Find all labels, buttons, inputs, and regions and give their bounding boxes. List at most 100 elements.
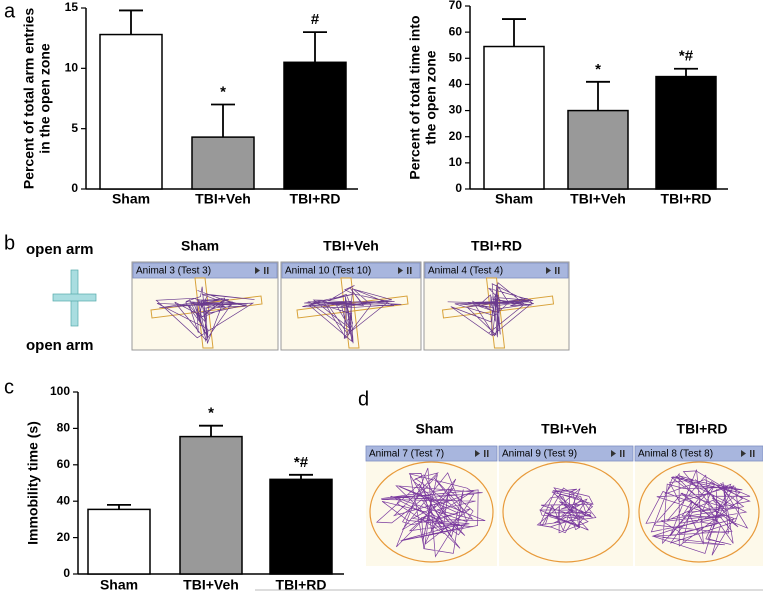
pause-icon [264, 267, 266, 274]
maze-icon [52, 269, 97, 327]
play-icon [611, 450, 616, 457]
pause-icon [753, 450, 755, 457]
x-tick-label: TBI+RD [661, 191, 712, 207]
play-icon [741, 450, 746, 457]
play-icon [398, 267, 403, 274]
bar [179, 435, 243, 575]
y-tick-label: 50 [449, 50, 463, 64]
significance-label: # [311, 11, 320, 28]
track-path [302, 285, 402, 344]
track-title: Animal 3 (Test 3) [136, 266, 211, 277]
bar [283, 61, 347, 190]
arm-label: open arm [26, 337, 94, 354]
pause-icon [555, 267, 557, 274]
x-tick-label: Sham [100, 577, 138, 593]
significance-label: * [595, 61, 601, 78]
y-tick-label: 60 [449, 24, 463, 38]
bar [87, 508, 151, 575]
track-title: Animal 7 (Test 7) [369, 449, 444, 460]
track-frame [366, 446, 497, 566]
play-icon [475, 450, 480, 457]
y-tick-label: 20 [57, 530, 71, 544]
track-title: Animal 10 (Test 10) [285, 266, 371, 277]
track-title: Animal 4 (Test 4) [428, 266, 503, 277]
track-frame [635, 446, 763, 566]
track-view: Animal 9 (Test 9) [498, 445, 634, 566]
x-tick-label: Sham [495, 191, 533, 207]
track-view: Animal 8 (Test 8) [634, 445, 763, 566]
panel-label: d [358, 388, 369, 410]
bar [483, 45, 545, 190]
y-axis-label: the open zone [423, 50, 439, 144]
track-view: Animal 10 (Test 10) [280, 261, 422, 351]
x-tick-label: TBI+Veh [195, 191, 251, 207]
track-path [155, 286, 255, 344]
pause-icon [487, 450, 489, 457]
pool [638, 461, 760, 563]
y-tick-label: 5 [71, 121, 78, 135]
track-path [447, 282, 534, 338]
y-axis-label: Percent of total time into [407, 15, 423, 179]
x-tick-label: TBI+RD [290, 191, 341, 207]
panel-label: b [4, 232, 15, 254]
pause-icon [267, 267, 269, 274]
y-tick-label: 10 [449, 155, 463, 169]
track-path [536, 487, 597, 534]
track-title: Animal 8 (Test 8) [638, 449, 713, 460]
play-icon [546, 267, 551, 274]
pause-icon [410, 267, 412, 274]
y-axis-label: Percent of total arm entries [21, 8, 37, 189]
pool [369, 461, 494, 563]
play-icon [255, 267, 260, 274]
y-axis-label: Immobility time (s) [25, 421, 41, 545]
track-title: Animal 9 (Test 9) [502, 449, 577, 460]
pause-icon [558, 267, 560, 274]
significance-label: *# [294, 454, 309, 471]
track-header [498, 445, 634, 462]
panel-label: a [4, 0, 16, 22]
bar [567, 109, 629, 190]
pause-icon [750, 450, 752, 457]
pause-icon [407, 267, 409, 274]
group-title: TBI+RD [677, 421, 728, 437]
y-tick-label: 0 [71, 181, 78, 195]
y-axis-label: in the open zone [37, 43, 53, 154]
y-tick-label: 15 [65, 0, 79, 14]
significance-label: *# [679, 48, 694, 65]
pause-icon [623, 450, 625, 457]
y-tick-label: 80 [57, 421, 71, 435]
y-tick-label: 60 [57, 457, 71, 471]
pause-icon [620, 450, 622, 457]
group-title: TBI+Veh [541, 421, 597, 437]
y-tick-label: 70 [449, 0, 463, 12]
group-title: Sham [181, 238, 219, 254]
track-path [645, 469, 751, 556]
y-tick-label: 10 [65, 61, 79, 75]
track-view: Animal 4 (Test 4) [423, 261, 570, 351]
significance-label: * [220, 84, 226, 101]
track-header [365, 445, 498, 462]
bar [99, 33, 163, 190]
maze-arms [150, 277, 263, 349]
track-header [634, 445, 763, 462]
bar [191, 136, 255, 190]
bar [269, 478, 333, 575]
x-tick-label: Sham [112, 191, 150, 207]
y-tick-label: 40 [449, 77, 463, 91]
x-tick-label: TBI+Veh [183, 577, 239, 593]
panel-label: c [4, 376, 14, 398]
y-tick-label: 0 [63, 566, 70, 580]
pool [502, 461, 630, 563]
y-tick-label: 100 [50, 384, 70, 398]
group-title: TBI+RD [471, 238, 522, 254]
group-title: TBI+Veh [323, 238, 379, 254]
y-tick-label: 0 [455, 181, 462, 195]
arm-label: open arm [26, 241, 94, 258]
track-view: Animal 7 (Test 7) [365, 445, 498, 566]
y-tick-label: 20 [449, 129, 463, 143]
bar [655, 75, 717, 190]
track-view: Animal 3 (Test 3) [131, 261, 279, 351]
significance-label: * [208, 405, 214, 422]
y-tick-label: 30 [449, 103, 463, 117]
